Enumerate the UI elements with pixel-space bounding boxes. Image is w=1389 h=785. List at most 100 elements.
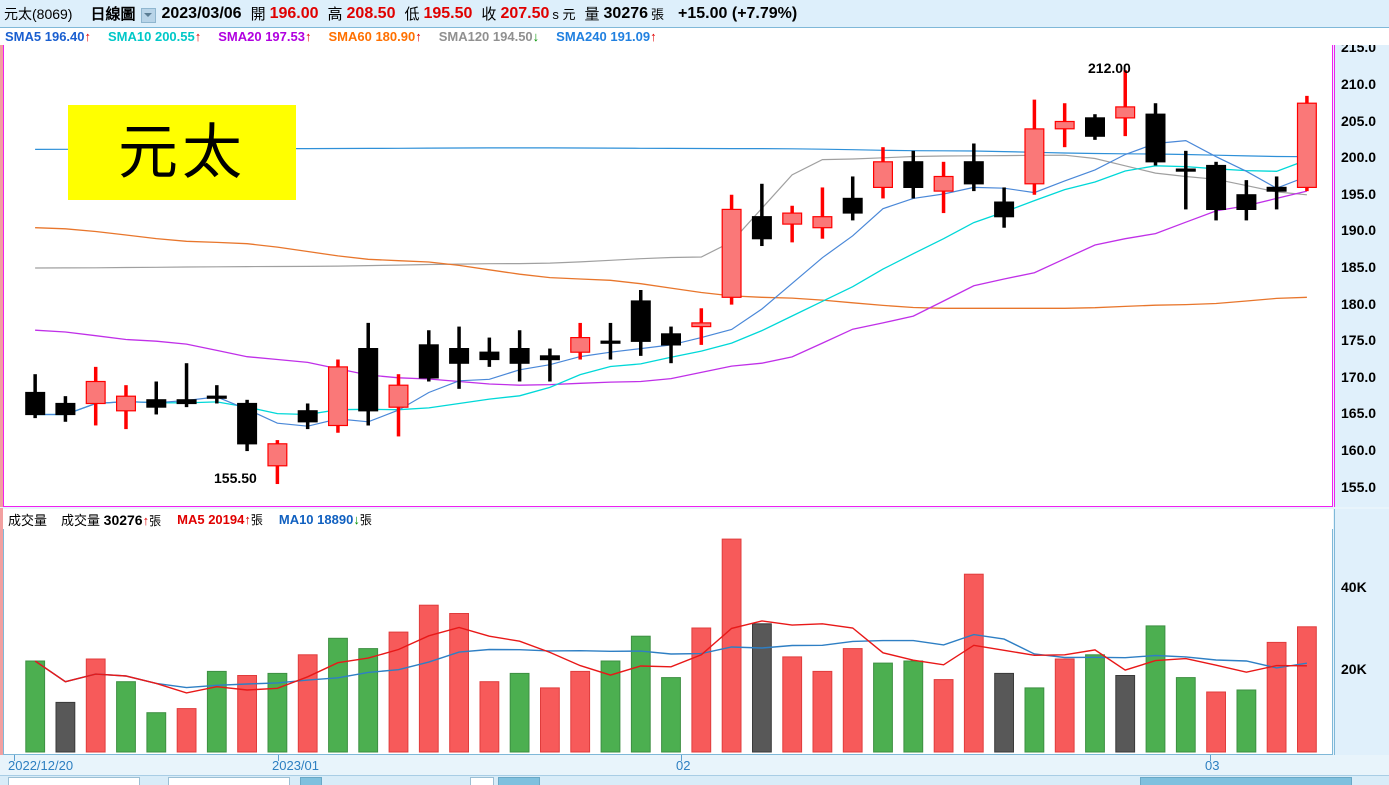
volume-bar <box>418 604 439 753</box>
volume-bar <box>449 613 470 753</box>
high-value: 208.50 <box>346 4 396 22</box>
toolbar-field-1[interactable] <box>8 777 140 785</box>
date-axis-label: 03 <box>1205 758 1220 773</box>
volume-bar <box>1145 625 1166 753</box>
ma-legend-arrow-icon: ↑ <box>415 29 422 44</box>
ma-legend-name: SMA240 <box>556 29 607 44</box>
toolbar-button-group[interactable] <box>1140 777 1352 785</box>
price-axis-tick: 160.0 <box>1341 442 1377 459</box>
candlestick <box>539 348 560 382</box>
volume-bar <box>842 648 863 753</box>
ma-legend-name: SMA120 <box>438 29 490 44</box>
volume-current-label: 成交量 <box>61 512 101 528</box>
candlestick <box>509 330 530 382</box>
ma-legend-sma20: SMA20 197.53↑ <box>218 29 311 44</box>
candle-body <box>237 402 258 445</box>
volume-bar <box>237 675 257 753</box>
ma-legend-name: SMA10 <box>108 29 152 44</box>
candle-body <box>903 161 924 189</box>
toolbar-button-2[interactable] <box>498 777 540 785</box>
chevron-down-icon[interactable] <box>141 8 157 23</box>
price-axis-tick: 165.0 <box>1341 405 1377 422</box>
symbol-name[interactable]: 元太(8069) <box>4 5 73 22</box>
volume-bar <box>630 635 651 753</box>
ma-legend-name: SMA60 <box>328 29 372 44</box>
candle-body <box>994 201 1015 218</box>
candlestick <box>206 385 227 404</box>
volume-chart-panel[interactable] <box>3 509 1333 755</box>
price-axis-tick: 205.0 <box>1341 112 1377 129</box>
price-chart-panel[interactable] <box>3 29 1333 507</box>
candle-body <box>85 380 106 405</box>
toolbar-field-2[interactable] <box>168 777 290 785</box>
candle-body <box>1054 120 1075 130</box>
candle-body <box>1024 128 1045 185</box>
candle-body <box>872 161 893 189</box>
chart-type-label[interactable]: 日線圖 <box>90 6 136 23</box>
toolbar-button-1[interactable] <box>300 777 322 785</box>
volume-bar <box>1085 654 1105 753</box>
candlestick <box>176 363 197 408</box>
volume-bar <box>146 712 167 753</box>
volume-bar <box>1236 689 1257 753</box>
volume-bar <box>55 701 76 753</box>
candle-body <box>539 355 560 361</box>
candlestick <box>1084 114 1105 140</box>
date-axis-tick <box>1210 755 1211 761</box>
low-label: 低 <box>404 6 420 23</box>
price-axis: 215.0 210.0 205.0 200.0 195.0 190.0 185.0 180.0… <box>1334 29 1389 507</box>
volume-ma-line <box>34 620 1307 694</box>
ma-legend-sma240: SMA240 191.09↑ <box>556 29 656 44</box>
candlestick <box>721 194 742 305</box>
candlestick <box>25 374 46 419</box>
candlestick <box>328 359 349 433</box>
volume-ma5: MA5 20194↑張 <box>177 511 263 528</box>
ma-legend-value: 194.50 <box>489 29 533 44</box>
volume-bar <box>1297 626 1317 753</box>
volume-bar <box>388 631 409 753</box>
volume-bar <box>1266 641 1287 753</box>
ma-legend-sma5: SMA5 196.40↑ <box>5 29 91 44</box>
volume-bar <box>933 679 954 753</box>
date-axis-tick <box>14 755 15 761</box>
volume-axis-tick: 40K <box>1341 578 1367 595</box>
date-axis-label: 2022/12/20 <box>8 758 74 773</box>
candlestick-plot <box>25 70 1317 485</box>
candlestick <box>418 330 439 382</box>
candlestick <box>1236 180 1257 221</box>
high-label: 高 <box>327 6 343 23</box>
volume-bar <box>1206 691 1226 753</box>
toolbar-field-3[interactable] <box>470 777 494 785</box>
low-annotation: 155.50 <box>214 470 257 486</box>
volume-ma-line <box>34 633 1308 689</box>
candle-body <box>600 340 621 344</box>
volume-bar <box>1024 687 1045 753</box>
candlestick <box>630 289 651 356</box>
candlestick <box>1145 103 1166 166</box>
candle-body <box>721 208 742 298</box>
watermark-text: 元太 <box>118 117 246 188</box>
volume-bar <box>297 654 318 753</box>
moving-average-legend: SMA5 196.40↑ SMA10 200.55↑ SMA20 197.53↑ SM… <box>0 28 1389 45</box>
volume-bar <box>782 656 803 753</box>
candlestick <box>1206 161 1227 221</box>
price-axis-tick: 210.0 <box>1341 75 1377 92</box>
volume-bar <box>963 573 984 753</box>
candle-body <box>842 197 863 214</box>
ma-legend-arrow-icon: ↑ <box>194 29 202 44</box>
candle-body <box>1206 164 1227 211</box>
candlestick <box>872 147 893 199</box>
ma-line <box>35 227 1307 309</box>
date-axis-label: 02 <box>676 758 691 773</box>
volume-bar <box>328 637 348 753</box>
candle-body <box>1175 168 1196 172</box>
candle-body <box>206 395 227 399</box>
candle-body <box>630 300 651 342</box>
volume-header-bar: 成交量 成交量 30276↑張 MA5 20194↑張 MA10 18890↓張 <box>3 509 1333 529</box>
volume-panel-left-strip <box>0 508 3 755</box>
candle-body <box>449 348 470 364</box>
candlestick <box>267 440 288 485</box>
bottom-toolbar[interactable] <box>0 775 1389 785</box>
price-change: +15.00 (+7.79%) <box>678 4 798 22</box>
